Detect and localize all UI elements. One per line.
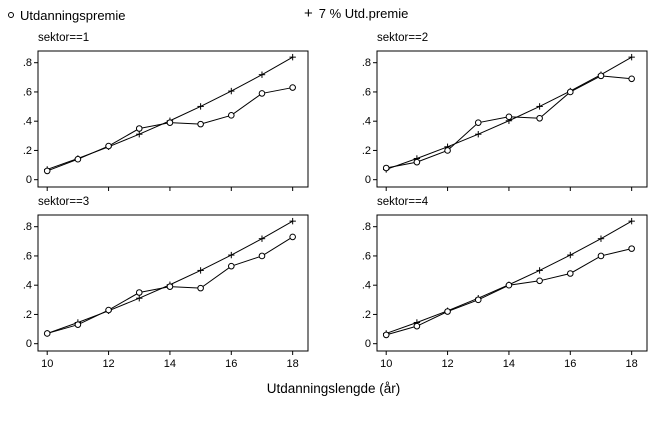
panel-title-sektor-1: sektor==1 xyxy=(38,32,90,44)
svg-text:.4: .4 xyxy=(23,116,32,128)
svg-text:16: 16 xyxy=(225,358,237,370)
panel-sektor-3: sektor==3 0 .2 .4 .6 .8 10 12 14 16 18 xyxy=(8,196,320,373)
plot-sektor-1: 0 .2 .4 .6 .8 xyxy=(23,50,309,191)
panel-sektor-4: sektor==4 0 .2 .4 .6 .8 10 12 14 16 18 xyxy=(347,196,659,373)
plot-sektor-3: 0 .2 .4 .6 .8 10 12 14 16 18 xyxy=(23,214,309,370)
panel-title-sektor-3: sektor==3 xyxy=(38,196,90,208)
panel-title-sektor-4: sektor==4 xyxy=(377,196,429,208)
legend: Utdanningspremie + 7 % Utd.premie xyxy=(8,6,659,28)
svg-text:.6: .6 xyxy=(23,250,32,262)
svg-text:0: 0 xyxy=(26,174,32,186)
svg-text:16: 16 xyxy=(564,358,576,370)
panel-sektor-1: sektor==1 0 .2 .4 .6 .8 xyxy=(8,32,320,191)
legend-item-utdanningspremie: Utdanningspremie xyxy=(8,8,126,23)
svg-text:.4: .4 xyxy=(362,116,371,128)
legend-label-utdanningspremie: Utdanningspremie xyxy=(20,7,126,23)
legend-label-7pct: 7 % Utd.premie xyxy=(318,6,409,21)
svg-text:12: 12 xyxy=(102,358,114,370)
svg-text:.4: .4 xyxy=(23,280,32,292)
legend-item-7pct: + 7 % Utd.premie xyxy=(304,4,409,22)
svg-text:18: 18 xyxy=(626,358,638,370)
svg-text:0: 0 xyxy=(365,174,371,186)
panel-title-sektor-2: sektor==2 xyxy=(377,32,429,44)
svg-text:18: 18 xyxy=(287,358,299,370)
svg-text:.6: .6 xyxy=(23,86,32,98)
plot-sektor-2: 0 .2 .4 .6 .8 xyxy=(362,50,648,191)
panel-grid: sektor==1 0.2.4.6.8 sektor==2 0.2.4.6.8 … xyxy=(8,32,659,373)
svg-text:.2: .2 xyxy=(362,309,371,321)
svg-text:.2: .2 xyxy=(362,145,371,157)
svg-text:14: 14 xyxy=(503,358,515,370)
svg-text:.2: .2 xyxy=(23,309,32,321)
svg-text:.8: .8 xyxy=(362,57,371,69)
svg-text:10: 10 xyxy=(41,358,53,370)
svg-text:.8: .8 xyxy=(23,221,32,233)
plus-marker-icon: + xyxy=(304,4,313,22)
svg-text:.4: .4 xyxy=(362,280,371,292)
svg-text:.2: .2 xyxy=(23,145,32,157)
panel-sektor-2: sektor==2 0 .2 .4 .6 .8 xyxy=(347,32,659,191)
svg-text:12: 12 xyxy=(441,358,453,370)
svg-text:10: 10 xyxy=(380,358,392,370)
svg-text:0: 0 xyxy=(26,338,32,350)
svg-text:0: 0 xyxy=(365,338,371,350)
x-axis-title: Utdanningslengde (år) xyxy=(266,381,401,396)
svg-text:.8: .8 xyxy=(23,57,32,69)
circle-marker-icon xyxy=(8,12,14,18)
svg-text:.6: .6 xyxy=(362,86,371,98)
svg-text:.6: .6 xyxy=(362,250,371,262)
svg-text:14: 14 xyxy=(164,358,176,370)
svg-text:.8: .8 xyxy=(362,221,371,233)
plot-sektor-4: 0 .2 .4 .6 .8 10 12 14 16 18 xyxy=(362,214,648,370)
